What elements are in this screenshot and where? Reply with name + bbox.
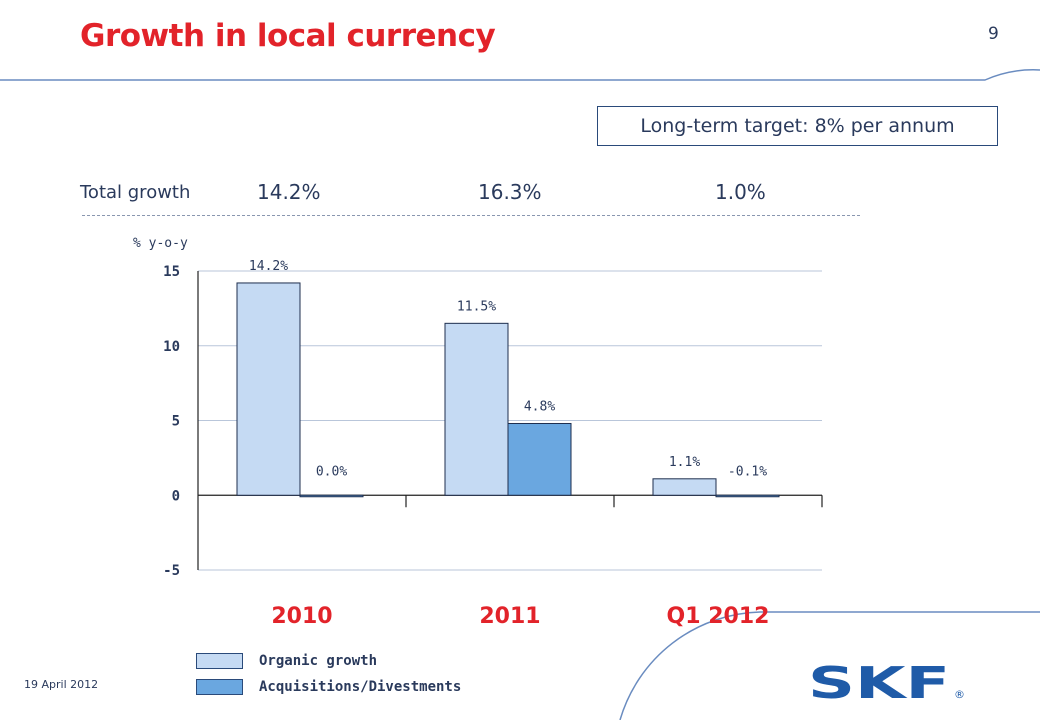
total-growth-value-2011: 16.3% [478,180,542,204]
y-tick-label: 10 [163,339,180,355]
x-category-label: 2011 [479,604,540,629]
y-axis-unit-label: % y-o-y [133,236,188,251]
y-tick-label: -5 [163,563,180,579]
bar [507,422,572,496]
y-tick-label: 5 [172,414,180,430]
x-category-label: 2010 [271,604,332,629]
bar [236,282,301,496]
bar-value-label: -0.1% [728,464,767,479]
y-tick-label: 0 [172,488,180,504]
legend-item-acquisitions: Acquisitions/Divestments [196,674,461,700]
bar-value-label: 1.1% [669,455,700,470]
page-number: 9 [988,24,999,44]
bar [299,494,364,498]
bottom-arc [619,611,1040,720]
bar [444,322,509,496]
bar-value-label: 11.5% [457,299,496,314]
top-arc [0,69,1040,81]
total-growth-label: Total growth [80,182,191,203]
total-growth-divider [82,215,860,216]
footer-date: 19 April 2012 [24,678,99,691]
long-term-target-text: Long-term target: 8% per annum [640,115,955,137]
bar [652,478,717,496]
skf-logo: SKF ® [808,664,965,704]
total-growth-value-2010: 14.2% [257,180,321,204]
chart-legend: Organic growth Acquisitions/Divestments [196,648,461,700]
bar-value-label: 0.0% [316,464,347,479]
legend-swatch-organic [196,653,243,669]
bar-value-label: 4.8% [524,399,555,414]
page-title: Growth in local currency [80,18,496,54]
long-term-target-box: Long-term target: 8% per annum [597,106,998,146]
skf-logo-registered-mark: ® [954,688,965,701]
total-growth-value-q1-2012: 1.0% [715,180,766,204]
legend-item-organic: Organic growth [196,648,461,674]
bar-value-label: 14.2% [249,259,288,274]
y-tick-label: 15 [163,264,180,280]
legend-label-organic: Organic growth [259,653,378,669]
bar [715,494,780,498]
legend-label-acquisitions: Acquisitions/Divestments [259,679,462,695]
legend-swatch-acquisitions [196,679,243,695]
skf-logo-text: SKF [808,664,950,704]
x-category-label: Q1 2012 [667,604,770,629]
